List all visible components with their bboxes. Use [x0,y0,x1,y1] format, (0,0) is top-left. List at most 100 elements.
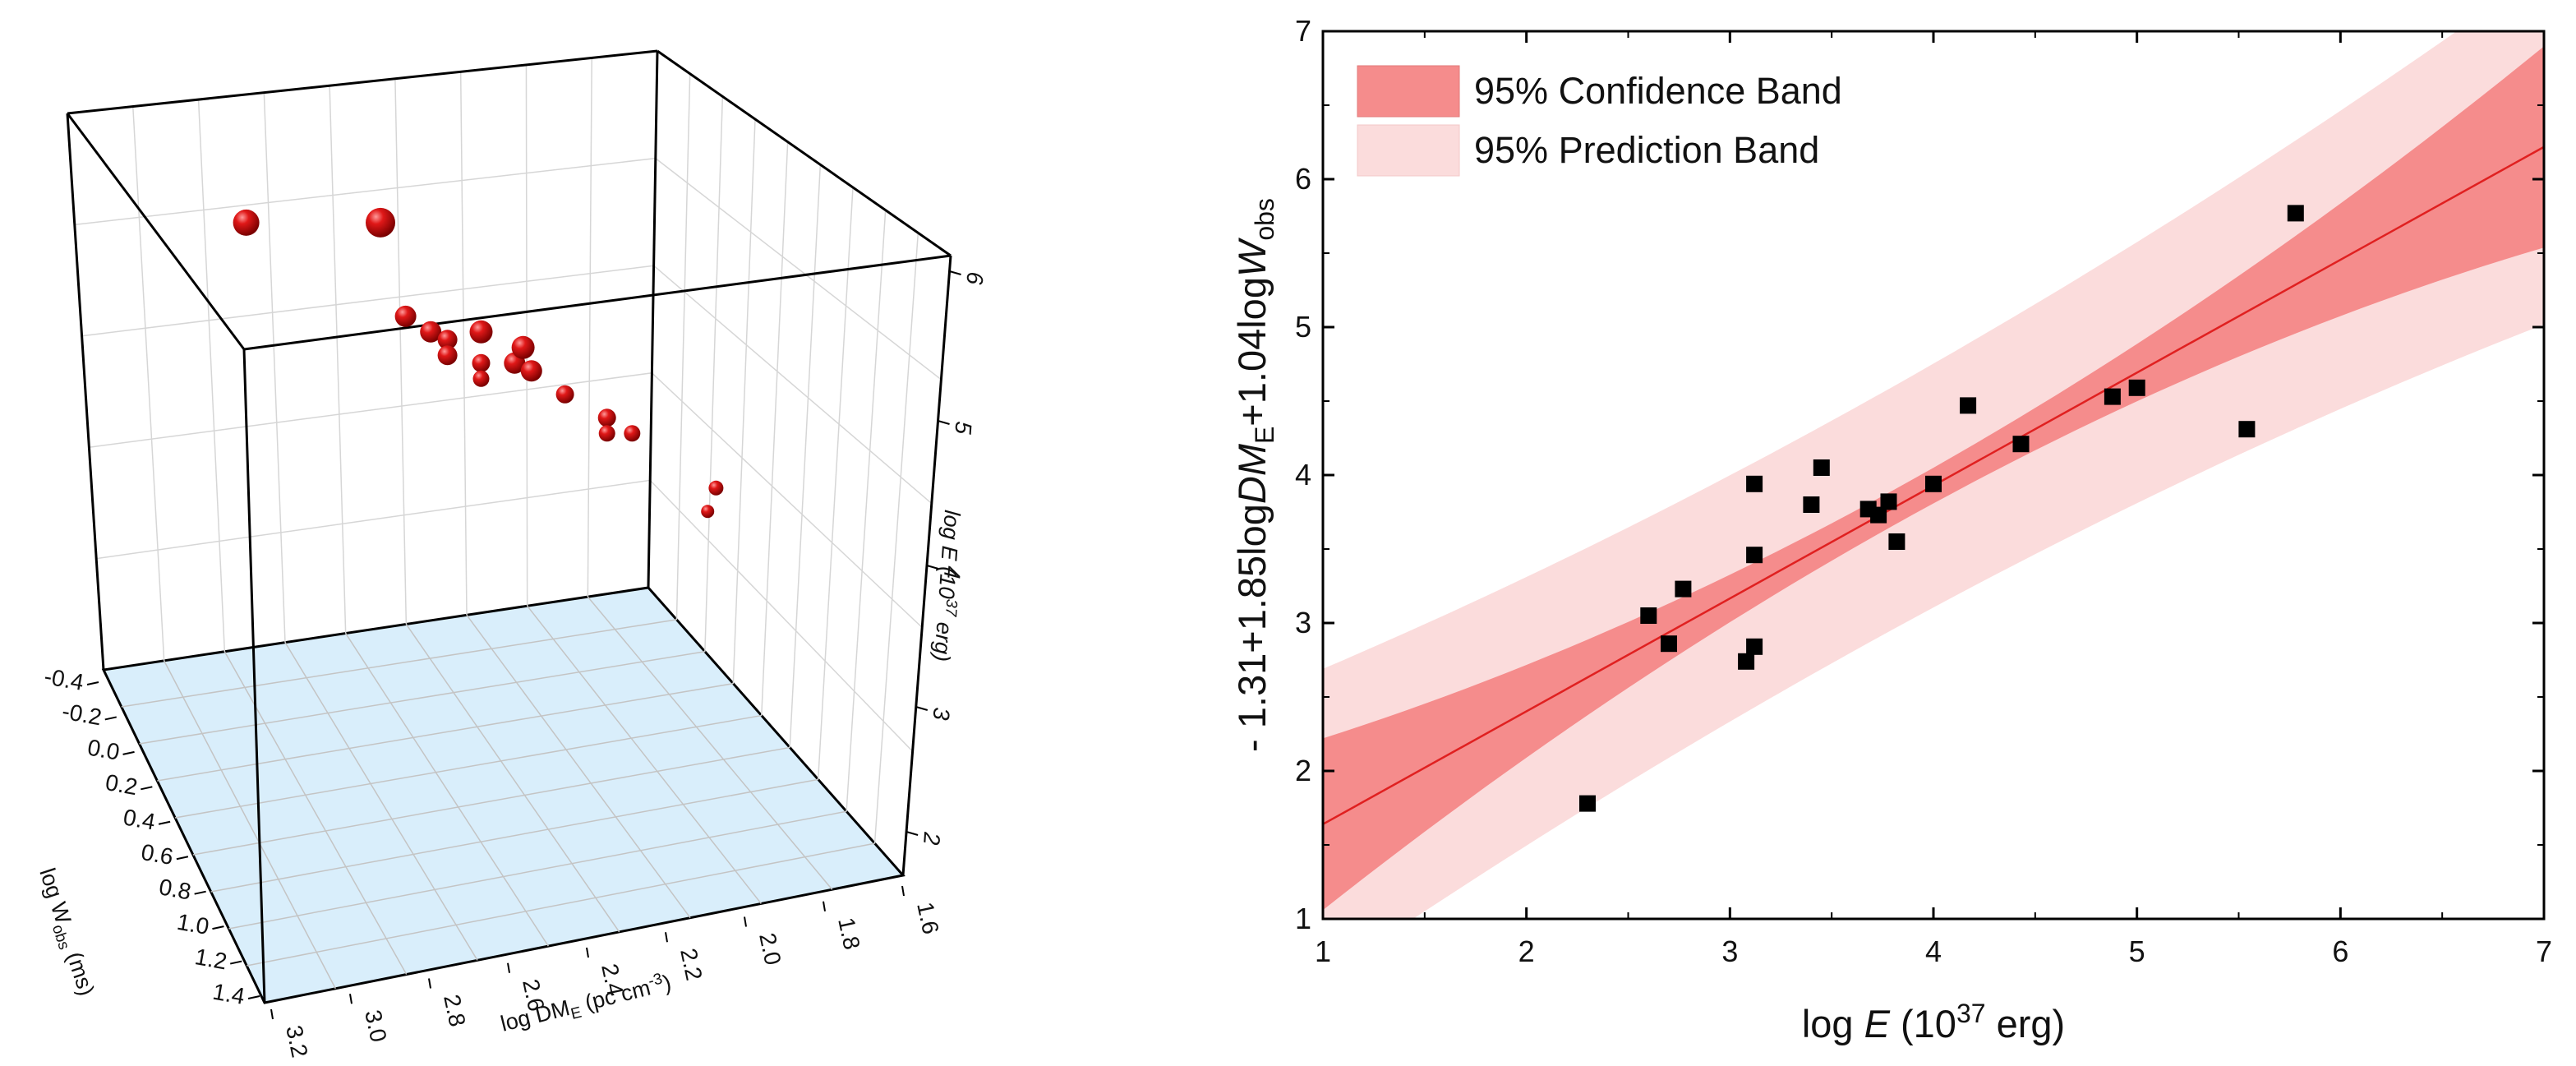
wall-grid-line [675,73,691,620]
3d-scatter-chart: -0.4-0.2 0.0 0.2 0.4 0.6 0.8 1.0 1.2 1.4 3.2 3.0 2… [35,49,988,1059]
data-point [1803,496,1820,513]
data-point [1925,475,1942,492]
sphere-point [511,335,535,359]
sphere-point [437,345,458,366]
x3d-tick-mark [744,916,747,927]
x-tick-label: 1 [1315,934,1331,968]
y-tick-label: 6 [1295,162,1311,196]
wall-grid-line [81,265,654,337]
wall-grid-line [132,106,165,661]
sphere-point [598,425,615,442]
y3d-tick-mark [194,890,206,895]
y-tick-label: 4 [1295,458,1311,491]
x-tick-label: 3 [1721,934,1738,968]
sphere-point [520,360,542,382]
x3d-tick-label: 1.6 [912,900,943,937]
wall-grid-line [263,92,286,643]
x3d-tick-mark [665,932,668,943]
data-point [1880,493,1897,510]
x-tick-label: 7 [2536,934,2552,968]
legend-label-prediction: 95% Prediction Band [1474,129,1819,171]
sphere-point [394,305,417,327]
x-axis-title: log E (1037 erg) [1802,999,2065,1045]
z3d-tick-label: 2 [919,831,945,847]
wall-grid-line [96,479,651,560]
data-point [1738,653,1755,670]
wall-grid-line [329,85,347,634]
floor-grid-line [192,746,790,856]
floor-grid-line [466,614,691,919]
wall-grid-line [846,210,887,812]
floor-grid-line [121,619,677,708]
y-axis-title: - 1.31+1.85logDME+1.04logWobs [1230,198,1279,752]
wall-grid-line [649,479,914,752]
z3d-tick-mark [906,831,919,836]
sphere-point [708,480,724,496]
x3d-tick-label: 2.8 [439,992,470,1029]
x-tick-label: 5 [2129,934,2145,968]
y3d-tick-mark [230,960,242,965]
wall-grid-line [873,233,919,844]
wall-grid-line [761,141,789,716]
x3d-tick-mark [428,978,431,989]
legend-swatch-prediction [1357,124,1460,177]
y3d-tick-mark [158,820,171,825]
x3d-tick-label: 3.0 [360,1008,391,1045]
y3d-tick-mark [141,786,153,791]
sphere-point [233,209,260,236]
wall-grid-line [197,99,226,652]
wall-grid-line [459,72,468,616]
data-point [1675,580,1692,598]
sphere-point [555,385,574,404]
z3d-tick-mark [915,706,929,711]
y3d-tick-label: 0.4 [122,804,158,834]
y-tick-label: 2 [1295,754,1311,787]
x3d-tick-mark [901,885,905,897]
floor-plane [101,586,906,1004]
3d-z-axis-title: log E (1037 erg) [929,510,966,663]
data-point [1746,547,1763,564]
wall-grid-line [89,372,652,448]
wall-grid-line [74,157,656,226]
wall-grid-line [789,164,822,748]
box-frame [66,49,952,1004]
data-point [2104,388,2121,405]
z3d-tick-label: 4 [939,565,965,580]
sphere-point [366,207,395,238]
legend-label-confidence: 95% Confidence Band [1474,70,1842,112]
y-tick-label: 1 [1295,902,1311,935]
x3d-tick-label: 1.8 [833,916,864,953]
wall-grid-line [704,96,724,652]
y3d-tick-label: 0.2 [104,769,140,800]
data-point [2287,205,2304,222]
floor-grid-line [139,651,706,745]
z3d-tick-label: 6 [961,271,988,286]
wall-grid-line [394,78,408,625]
sphere-point [469,320,493,344]
floor-grid-line [174,714,762,819]
y3d-tick-label: 0.0 [85,735,122,765]
sphere-point [472,370,490,387]
x3d-tick-mark [586,947,589,958]
floor-grid-line [247,842,875,967]
data-point [1661,635,1677,653]
data-point [1960,397,1977,414]
x3d-tick-mark [823,901,826,911]
y3d-tick-label: -0.2 [60,698,104,730]
data-point [1746,475,1763,492]
y3d-tick-label: 1.2 [193,944,229,974]
floor-grid-line [228,810,847,930]
y3d-tick-mark [86,681,99,685]
y3d-tick-label: 1.0 [175,909,211,939]
sphere-point [701,505,715,519]
x-tick-label: 2 [1518,934,1535,968]
regression-chart: 1 2 3 4 5 6 7 1 2 3 4 5 6 7 95% Confidence Band 95% P… [1230,14,2552,1045]
wall-grid-line [587,58,592,598]
legend: 95% Confidence Band 95% Prediction Band [1357,65,1842,177]
data-point [1870,506,1887,524]
wall-grid-line [525,64,528,607]
x-tick-label: 4 [1925,934,1942,968]
z3d-tick-label: 3 [929,707,955,722]
z3d-tick-mark [949,270,961,275]
